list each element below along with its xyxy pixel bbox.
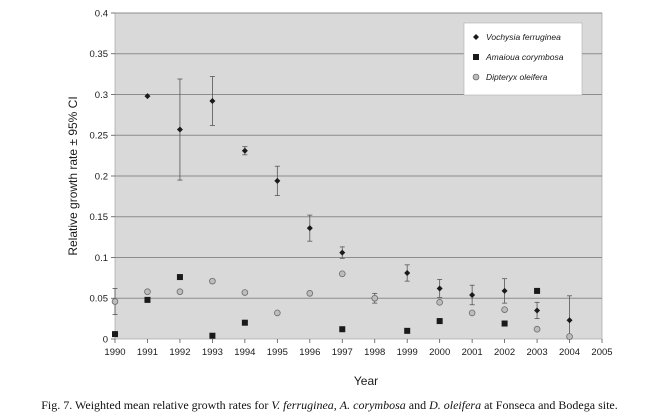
y-tick-label: 0.15 [90,212,109,223]
data-point-series-2 [209,332,216,339]
x-tick-label: 1990 [104,347,125,358]
caption-sep-2: and [405,398,430,412]
data-point-series-2 [144,296,151,303]
data-point-series-3 [144,288,151,296]
data-point-series-2 [534,287,541,294]
legend-marker-1 [473,34,479,40]
data-point-series-2 [501,320,508,327]
data-point-series-3 [241,289,249,296]
chart: 1990 1991 1992 1993 1994 1995 1996 1997 1998 1999… [66,8,613,388]
data-point-series-2 [241,319,248,326]
data-point-series-1 [566,317,573,324]
x-tick-label: 1996 [299,347,320,358]
data-point-series-1 [241,147,248,154]
y-axis-title: Relative growth rate ± 95% CI [66,96,80,255]
data-point-series-2 [404,327,411,334]
caption-sep-1: , [333,398,340,412]
data-point-series-1 [209,98,216,105]
data-point-series-3 [338,270,346,278]
legend-marker-2 [473,54,479,60]
data-point-series-1 [501,287,508,294]
x-tick-label: 2004 [559,347,580,358]
y-tick-label: 0.35 [90,49,109,60]
data-point-series-1 [274,177,281,184]
data-point-series-3 [111,298,119,305]
data-point-series-3 [468,309,476,317]
caption-prefix: Fig. 7. Weighted mean relative growth ra… [41,398,272,412]
data-point-series-3 [306,290,314,297]
data-point-series-1 [404,269,411,276]
legend-label-2: Amaioua corymbosa [485,52,564,62]
y-tick-label: 0.3 [95,90,108,101]
legend-box [463,22,583,96]
y-tick-label: 0.4 [95,8,108,19]
x-tick-label: 2003 [526,347,547,358]
x-tick-label: 1991 [137,347,158,358]
data-point-series-2 [339,326,346,333]
data-point-series-2 [436,318,443,325]
legend-label-3: Dipteryx oleifera [486,72,548,82]
data-point-series-2 [112,331,118,338]
data-point-series-3 [533,325,541,333]
data-point-series-2 [176,274,183,281]
legend-label-1: Vochysia ferruginea [486,32,561,42]
figure-caption: Fig. 7. Weighted mean relative growth ra… [0,398,659,413]
data-point-series-1 [534,307,541,314]
x-tick-label: 2002 [494,347,515,358]
y-tick-label: 0.05 [90,294,109,305]
data-point-series-1 [436,285,443,292]
x-axis-title: Year [354,374,378,388]
data-point-series-1 [144,93,151,100]
x-tick-label: 2000 [429,347,450,358]
data-point-series-3 [209,277,216,285]
data-point-series-3 [501,306,508,313]
x-tick-label: 1998 [364,347,385,358]
legend: Vochysia ferruginea Amaioua corymbosa Dipt… [463,22,583,96]
x-tick-label: 2001 [462,347,483,358]
x-tick-label: 1993 [202,347,223,358]
data-point-series-3 [566,333,573,340]
data-point-series-3 [371,294,379,302]
y-axis-ticks: 0 0.05 0.1 0.15 0.2 0.25 0.3 0.35 0.4 [90,8,115,345]
data-point-series-1 [176,126,183,133]
y-tick-label: 0.1 [95,253,108,264]
x-axis-ticks: 1990 1991 1992 1993 1994 1995 1996 1997 1998 1999… [104,339,613,358]
data-point-series-1 [469,291,476,298]
data-point-series-3 [176,288,184,296]
caption-suffix: at Fonseca and Bodega site. [481,398,618,412]
x-tick-label: 1995 [267,347,288,358]
data-point-series-1 [306,225,313,232]
caption-species-2: A. corymbosa [339,398,406,412]
y-tick-label: 0.2 [95,171,108,182]
y-tick-label: 0 [103,334,108,345]
x-tick-label: 1994 [234,347,255,358]
x-tick-label: 1992 [169,347,190,358]
x-tick-label: 1997 [332,347,353,358]
data-point-series-3 [436,299,443,306]
y-tick-label: 0.25 [90,131,109,142]
data-points [111,93,573,340]
x-tick-label: 1999 [397,347,418,358]
data-point-series-3 [274,309,281,317]
caption-species-1: V. ferruginea [271,398,334,412]
legend-marker-3 [472,73,480,81]
x-tick-label: 2005 [591,347,612,358]
caption-species-3: D. oleifera [429,398,482,412]
data-point-series-1 [339,249,346,256]
